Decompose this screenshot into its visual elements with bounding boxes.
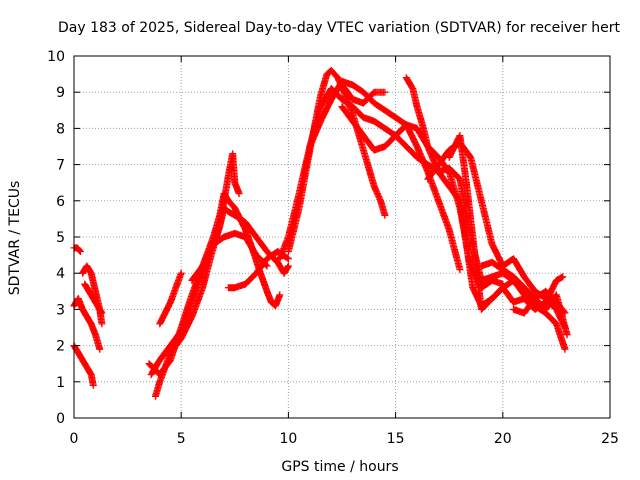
y-tick-label: 5 (56, 230, 65, 246)
data-point (327, 81, 389, 107)
y-tick-label: 0 (56, 411, 65, 427)
x-axis-label: GPS time / hours (281, 459, 398, 475)
x-tick-label: 0 (70, 431, 79, 447)
y-tick-label: 8 (56, 121, 65, 137)
y-tick-label: 4 (56, 266, 65, 282)
series-s15 (327, 81, 389, 107)
x-tick-label: 20 (494, 431, 512, 447)
data-points (70, 67, 571, 400)
series-s5 (81, 280, 106, 317)
y-tick-label: 6 (56, 194, 65, 210)
series-s10 (188, 229, 271, 284)
data-point (70, 244, 84, 255)
data-point (81, 280, 106, 317)
series-s21 (510, 287, 569, 317)
series-s1 (70, 244, 84, 255)
tick-labels: 0 5 10 15 20 25 0 1 2 3 4 5 6 7 8 9 10 (47, 49, 619, 447)
y-tick-label: 2 (56, 339, 65, 355)
data-point (510, 287, 569, 317)
x-tick-label: 15 (387, 431, 405, 447)
x-tick-label: 25 (601, 431, 619, 447)
y-axis-label: SDTVAR / TECUs (7, 181, 23, 296)
data-point (188, 229, 271, 284)
y-tick-label: 9 (56, 85, 65, 101)
y-tick-label: 3 (56, 302, 65, 318)
y-tick-label: 1 (56, 375, 65, 391)
x-tick-label: 5 (177, 431, 186, 447)
data-point (156, 269, 185, 328)
x-tick-label: 10 (279, 431, 297, 447)
chart-title: Day 183 of 2025, Sidereal Day-to-day VTE… (58, 20, 620, 36)
y-tick-label: 7 (56, 158, 65, 174)
series-s9 (156, 269, 185, 328)
ticks (73, 55, 611, 419)
y-tick-label: 10 (47, 49, 65, 65)
